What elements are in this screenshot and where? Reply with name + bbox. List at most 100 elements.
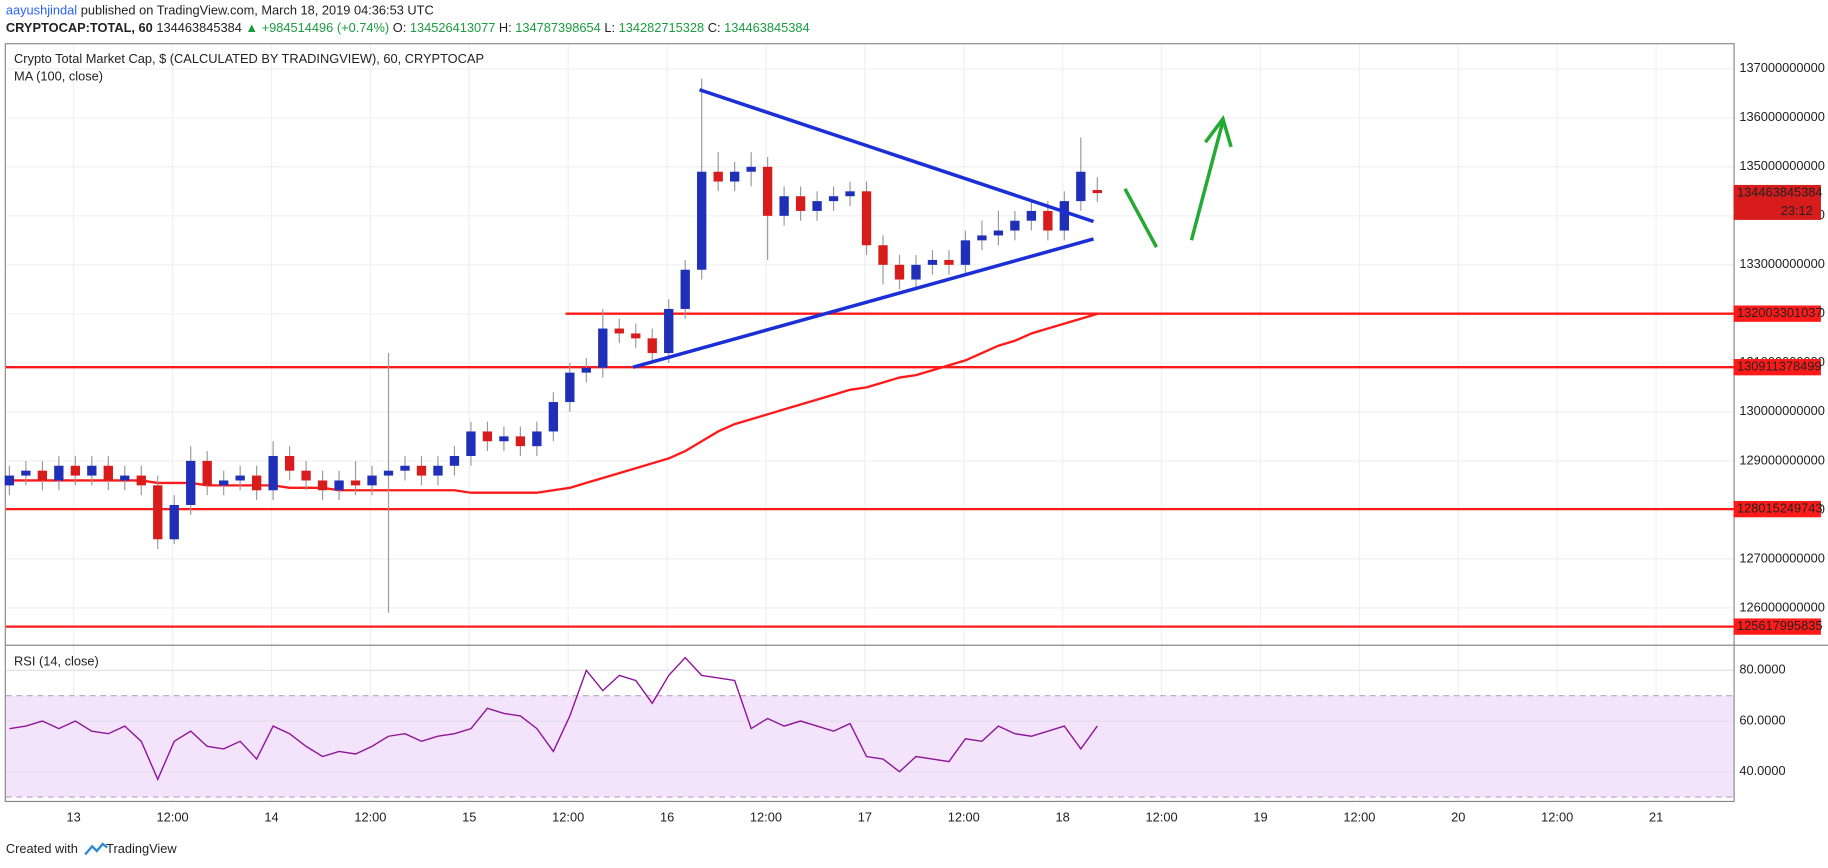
rsi-tick-label: 60.0000 <box>1739 712 1785 727</box>
candle-body <box>87 465 97 476</box>
candle-body <box>532 431 542 447</box>
x-tick-label: 12:00 <box>1146 810 1178 825</box>
candle-body <box>515 436 526 447</box>
close: 134463845384 <box>724 21 810 36</box>
x-tick-label: 18 <box>1056 810 1070 825</box>
ma-legend: MA (100, close) <box>14 68 103 83</box>
candle-body <box>37 470 48 481</box>
candle-body <box>202 460 212 486</box>
level-label-bg <box>1733 500 1821 518</box>
candle-body <box>795 196 806 211</box>
candle-body <box>4 475 15 486</box>
candle-body <box>153 485 163 540</box>
x-tick-label: 16 <box>660 810 674 825</box>
y-tick-label: 135000000000 <box>1739 158 1825 173</box>
candle-body <box>960 240 971 265</box>
candle-body <box>70 465 80 476</box>
x-tick-label: 12:00 <box>750 810 782 825</box>
y-tick-label: 137000000000 <box>1739 60 1825 75</box>
candle-body <box>911 264 921 280</box>
candle-body <box>433 465 443 476</box>
published: published on TradingView.com, March 18, … <box>81 3 434 18</box>
candle-body <box>713 171 723 182</box>
x-tick-label: 14 <box>264 810 278 825</box>
candle-body <box>730 171 740 182</box>
x-tick-label: 12:00 <box>157 810 189 825</box>
candle-body <box>894 264 905 280</box>
candle-body <box>927 259 938 265</box>
candle-body <box>482 431 493 442</box>
candle-body <box>680 269 690 309</box>
candle-body <box>993 230 1004 236</box>
candle-body <box>219 480 229 486</box>
low-label: L: <box>604 21 615 36</box>
high: 134787398654 <box>515 21 601 36</box>
symbol-line: CRYPTOCAP:TOTAL, 60 134463845384 ▲ +9845… <box>6 21 810 36</box>
level-label: 125617995835 <box>1737 618 1823 633</box>
candle-body <box>1092 190 1102 194</box>
candle-body <box>631 333 641 339</box>
drawings <box>632 88 1233 369</box>
x-tick-label: 21 <box>1649 810 1663 825</box>
last-price: 134463845384 <box>156 21 242 36</box>
candle-body <box>416 465 427 476</box>
candle-body <box>746 166 756 172</box>
level-label-bg <box>1733 359 1821 376</box>
candle-body <box>21 470 31 476</box>
close-label: C: <box>708 21 721 36</box>
y-tick-label: 133000000000 <box>1739 256 1825 271</box>
candle-body <box>499 436 509 442</box>
candle-body <box>136 475 146 486</box>
trendline-upper <box>698 88 1095 224</box>
chart-title: Crypto Total Market Cap, $ (CALCULATED B… <box>14 51 484 66</box>
candle-body <box>268 455 278 491</box>
published-line: aayushjindal published on TradingView.co… <box>6 3 434 18</box>
rsi-tick-label: 80.0000 <box>1739 662 1785 677</box>
arrow-up-head <box>1204 115 1233 148</box>
candle-body <box>1026 210 1037 221</box>
level-label: 128015249743 <box>1737 501 1823 516</box>
candle-body <box>251 475 262 491</box>
footer-created: Created with <box>6 841 78 856</box>
candle-body <box>664 308 674 354</box>
x-tick-label: 19 <box>1253 810 1267 825</box>
candle-body <box>103 465 113 481</box>
change: ▲ +984514496 (+0.74%) <box>245 21 389 36</box>
rsi-tick-label: 40.0000 <box>1739 763 1785 778</box>
rsi-legend: RSI (14, close) <box>14 654 99 669</box>
rsi-line <box>9 656 1098 782</box>
candle-body <box>169 504 179 540</box>
plot <box>4 78 1734 782</box>
footer-brand[interactable]: TradingView <box>106 841 177 856</box>
candle-body <box>317 480 328 491</box>
x-tick-label: 12:00 <box>354 810 386 825</box>
last-price-label: 134463845384 <box>1737 184 1823 199</box>
x-tick-label: 12:00 <box>1343 810 1375 825</box>
candle-body <box>845 191 855 197</box>
candle-body <box>1059 201 1069 231</box>
x-tick-label: 20 <box>1451 810 1465 825</box>
y-tick-label: 129000000000 <box>1739 452 1825 467</box>
x-tick-label: 13 <box>67 810 81 825</box>
plot-frame <box>4 43 1735 803</box>
candle-body <box>598 328 608 368</box>
candle-body <box>779 196 789 216</box>
arrow-up-stroke <box>1189 120 1225 241</box>
level-label-bg <box>1733 618 1821 635</box>
x-tick-label: 12:00 <box>948 810 980 825</box>
symbol: CRYPTOCAP:TOTAL, 60 <box>6 21 153 36</box>
y-tick-label: 126000000000 <box>1739 599 1825 614</box>
footer-logo <box>84 842 109 856</box>
candle-body <box>367 475 377 486</box>
rsi-band <box>5 695 1734 798</box>
candle-body <box>466 431 476 456</box>
author[interactable]: aayushjindal <box>6 3 77 18</box>
candle-body <box>284 455 295 471</box>
countdown: 23:12 <box>1781 203 1813 218</box>
candle-body <box>186 460 196 505</box>
last-price-bg <box>1733 184 1821 220</box>
open-label: O: <box>393 21 407 36</box>
x-tick-label: 12:00 <box>1541 810 1573 825</box>
candle-body <box>1010 220 1020 231</box>
